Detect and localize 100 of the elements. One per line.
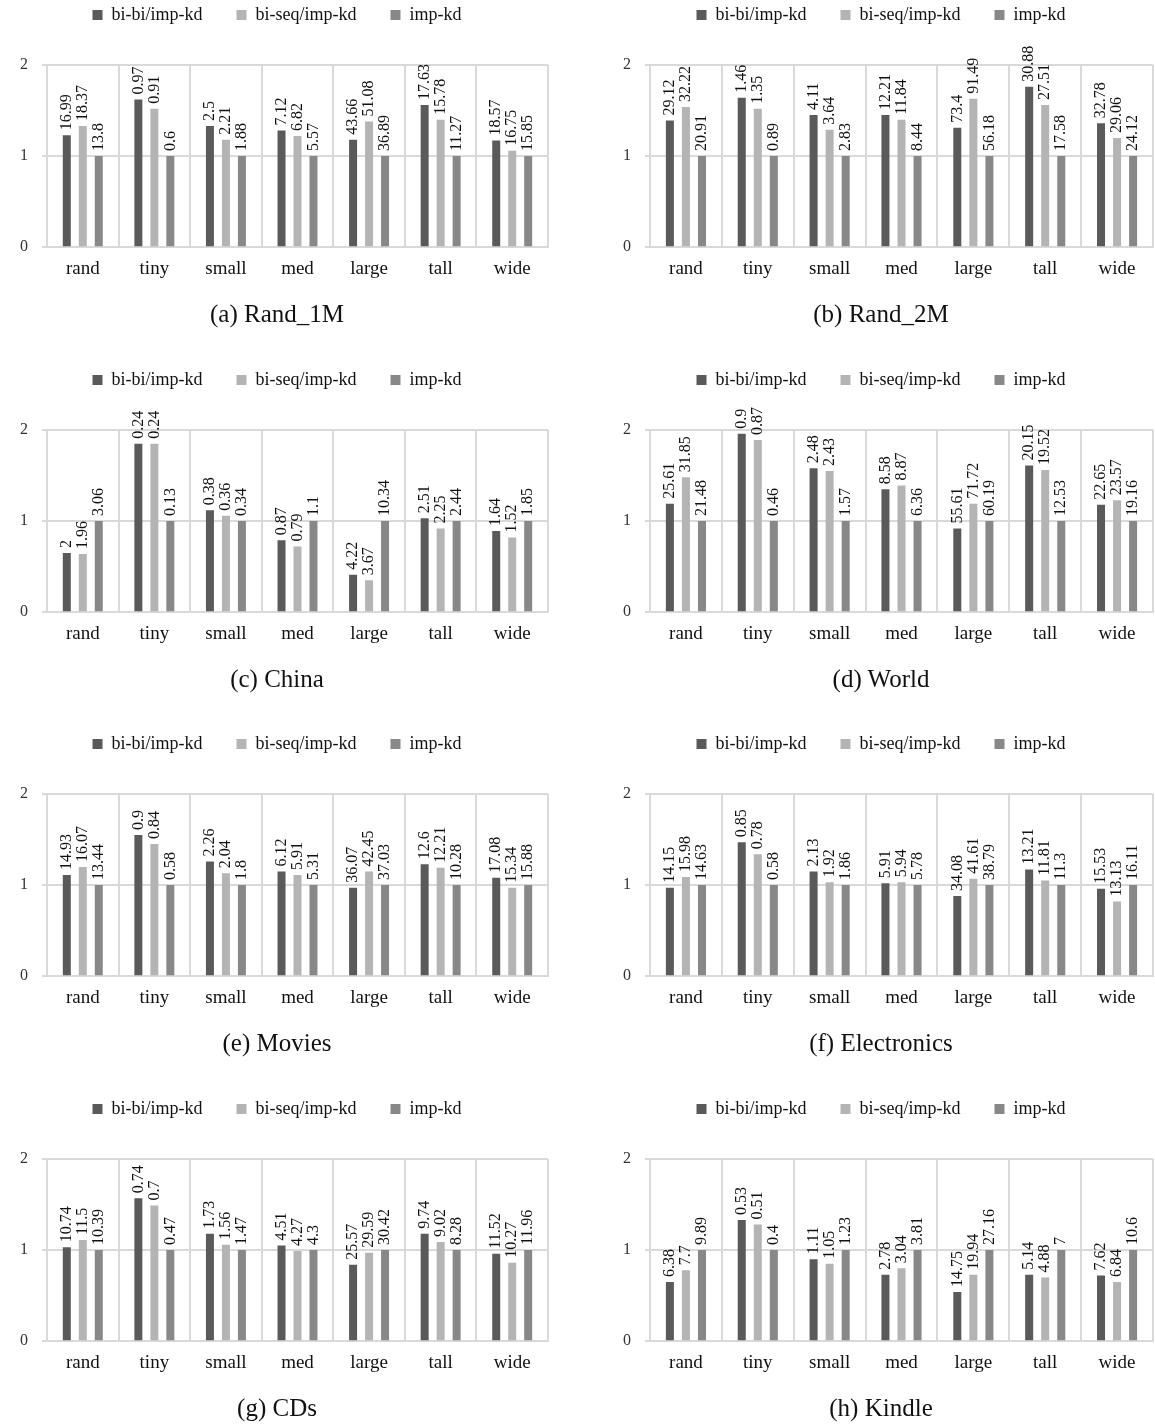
- annotation: 0.34: [232, 488, 250, 517]
- annotation: 6.82: [287, 103, 305, 132]
- annotation: 12.21: [875, 74, 893, 111]
- annotation: 43.66: [343, 98, 361, 135]
- x-tick-label: wide: [493, 985, 531, 1007]
- x-tick-label: wide: [493, 256, 531, 278]
- x-tick-label: rand: [65, 985, 101, 1007]
- annotation: 4.11: [803, 82, 821, 111]
- bar: [309, 156, 318, 247]
- legend-label: bi-bi/imp-kd: [715, 368, 807, 389]
- annotation: 30.88: [1019, 45, 1037, 82]
- bar: [809, 871, 818, 976]
- legend-label: bi-bi/imp-kd: [715, 1097, 807, 1118]
- x-tick-label: tiny: [139, 1350, 170, 1372]
- annotation: 9.74: [414, 1200, 432, 1229]
- x-tick-label: rand: [65, 256, 101, 278]
- bar: [492, 531, 501, 612]
- x-tick-label: tall: [428, 621, 453, 643]
- x-tick-label: large: [954, 985, 993, 1007]
- annotation: 19.94: [963, 1233, 981, 1270]
- bar: [665, 503, 674, 612]
- annotation: 11.84: [891, 79, 909, 115]
- annotation: 11.27: [446, 115, 464, 152]
- annotation: 15.34: [502, 846, 520, 883]
- bar: [420, 1233, 429, 1341]
- bar: [349, 574, 358, 612]
- annotation: 2.83: [835, 123, 853, 152]
- annotation: 4.51: [271, 1212, 289, 1241]
- annotation: 1.88: [232, 123, 250, 152]
- x-tick-label: small: [809, 1350, 851, 1372]
- bar: [1113, 901, 1122, 976]
- annotation: 0.38: [200, 477, 218, 506]
- y-tick-label: 2: [623, 784, 631, 802]
- annotation: 0.4: [764, 1225, 782, 1246]
- x-tick-label: small: [809, 985, 851, 1007]
- annotation: 2.04: [216, 840, 234, 869]
- annotation: 0.97: [128, 66, 146, 95]
- bar: [134, 99, 143, 247]
- bar: [825, 129, 834, 247]
- bar: [524, 156, 533, 247]
- annotation: 1.92: [819, 849, 837, 878]
- annotation: 22.65: [1091, 463, 1109, 500]
- bar: [809, 1259, 818, 1341]
- annotation: 2: [57, 539, 74, 548]
- annotation: 2.43: [819, 437, 837, 466]
- x-tick-label: rand: [669, 985, 704, 1007]
- bar: [492, 1253, 501, 1341]
- bar: [969, 98, 978, 247]
- annotation: 2.21: [216, 106, 234, 135]
- x-tick-label: tall: [428, 985, 453, 1007]
- annotation: 21.48: [692, 480, 710, 517]
- annotation: 19.52: [1035, 429, 1053, 466]
- y-tick-label: 0: [20, 966, 28, 984]
- y-tick-label: 0: [623, 1331, 631, 1349]
- bar: [1057, 156, 1066, 247]
- annotation: 12.6: [414, 831, 432, 860]
- bar: [1097, 1275, 1106, 1341]
- bar: [381, 885, 390, 976]
- x-tick-label: rand: [669, 1350, 704, 1372]
- bar: [221, 139, 230, 247]
- x-tick-label: tall: [1033, 985, 1058, 1007]
- bar: [365, 1252, 374, 1341]
- bar: [769, 885, 778, 976]
- bar: [150, 108, 159, 247]
- annotation: 3.64: [819, 96, 837, 125]
- bar: [1041, 880, 1050, 976]
- bar: [365, 580, 374, 612]
- annotation: 0.91: [144, 75, 162, 104]
- y-tick-label: 1: [623, 875, 631, 893]
- annotation: 1.47: [232, 1217, 250, 1246]
- bar: [508, 150, 517, 247]
- bar: [134, 443, 143, 612]
- annotation: 20.91: [692, 115, 710, 152]
- legend-label: bi-bi/imp-kd: [715, 3, 807, 24]
- annotation: 10.6: [1123, 1217, 1141, 1246]
- annotation: 13.8: [88, 123, 106, 152]
- y-tick-label: 1: [20, 875, 28, 893]
- legend-label: bi-bi/imp-kd: [111, 732, 203, 753]
- legend-label: imp-kd: [409, 368, 462, 389]
- bar: [62, 135, 71, 247]
- annotation: 27.16: [979, 1209, 997, 1246]
- annotation: 14.15: [660, 846, 678, 883]
- y-tick-label: 2: [20, 420, 28, 438]
- annotation: 25.57: [343, 1223, 361, 1260]
- annotation: 20.15: [1019, 424, 1037, 461]
- annotation: 51.08: [359, 80, 377, 117]
- text: 0.9: [731, 408, 749, 429]
- annotation: 1.23: [835, 1217, 853, 1246]
- bar: [134, 1198, 143, 1341]
- annotation: 16.99: [57, 94, 74, 131]
- annotation: 1.64: [486, 498, 504, 527]
- annotation: 17.63: [414, 64, 432, 101]
- bar: [508, 537, 517, 612]
- bar: [753, 854, 762, 976]
- annotation: 5.31: [303, 852, 321, 881]
- bar: [94, 521, 103, 612]
- x-tick-label: large: [350, 256, 388, 278]
- bar: [150, 443, 159, 612]
- bar: [697, 156, 706, 247]
- bar: [309, 885, 318, 976]
